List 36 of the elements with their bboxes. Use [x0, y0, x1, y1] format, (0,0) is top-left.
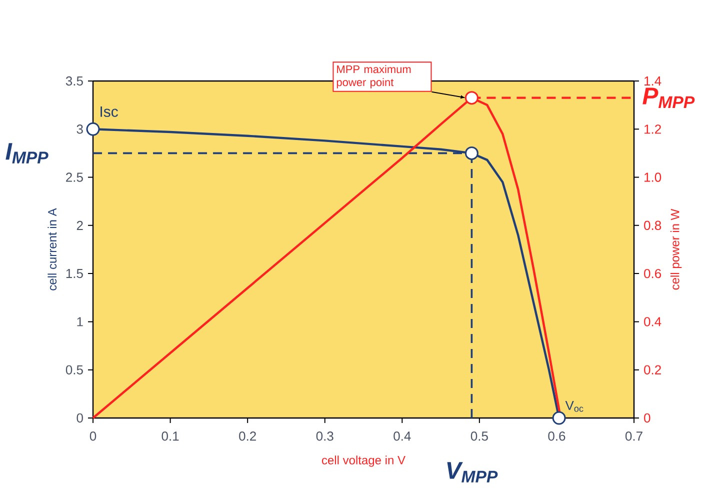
- y2-tick-label: 0.2: [644, 365, 661, 374]
- point: [464, 146, 478, 160]
- y2-tick-label: 1.4: [644, 76, 662, 86]
- y-tick-label: 0.5: [66, 365, 83, 374]
- ref-line-label: V$_{MPP}$: [447, 462, 498, 482]
- point: [86, 122, 100, 136]
- ref-line-label: I$_{MPP}$: [6, 143, 48, 164]
- y2-axis-title: cell power in W: [670, 208, 682, 290]
- y-axis-title: cell current in A: [48, 208, 57, 290]
- x-tick-label: 0: [90, 432, 96, 441]
- y2-tick-label: 1.2: [644, 124, 661, 134]
- x-tick-label: 0.4: [394, 432, 411, 441]
- annotation: MPP maximum power point: [336, 65, 411, 88]
- y-tick-label: 2.5: [66, 172, 83, 182]
- y2-tick-label: 0.6: [644, 268, 662, 278]
- y2-tick-label: 0.8: [644, 220, 662, 230]
- y-tick-label: 1.5: [66, 269, 83, 278]
- y-tick-label: 3: [76, 124, 83, 134]
- y2-tick-label: 0.4: [644, 317, 662, 326]
- y-tick-label: 3.5: [66, 76, 83, 86]
- point: [552, 411, 566, 425]
- y-tick-label: 2: [76, 220, 83, 230]
- x-tick-label: 0.6: [548, 432, 566, 441]
- x-tick-label: 0.7: [625, 432, 642, 441]
- y2-tick-label: 1.0: [644, 172, 662, 182]
- annotation: V$_{oc}$: [565, 400, 584, 412]
- y2-tick-label: 0: [644, 413, 650, 423]
- x-tick-label: 0.2: [239, 432, 256, 441]
- y-tick-label: 0: [76, 413, 83, 423]
- ref-line-label: P$_{MPP}$: [642, 88, 695, 108]
- x-tick-label: 0.5: [470, 432, 488, 441]
- y-tick-label: 1: [77, 317, 83, 326]
- x-tick-label: 0.3: [316, 432, 334, 441]
- annotation: Isc: [100, 106, 118, 117]
- x-axis-title: cell voltage in V: [322, 456, 406, 467]
- x-tick-label: 0.1: [162, 432, 179, 441]
